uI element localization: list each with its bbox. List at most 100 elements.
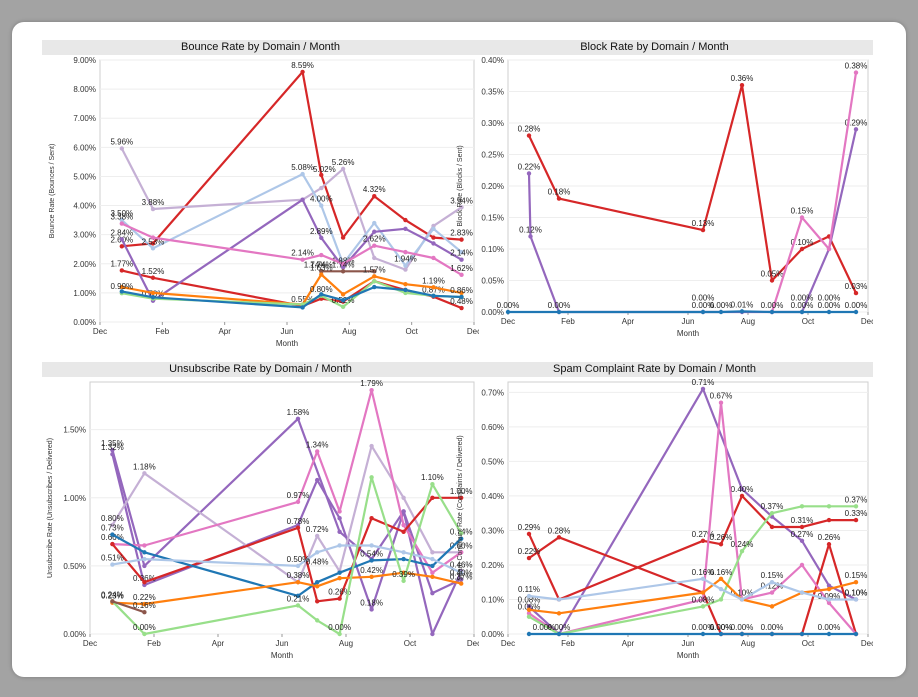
spam-complaint-rate-title: Spam Complaint Rate by Domain / Month <box>436 362 873 377</box>
y-tick-label: 0.10% <box>481 595 504 604</box>
x-tick-label: Feb <box>561 639 575 648</box>
data-point <box>142 543 147 548</box>
data-point <box>459 257 464 262</box>
data-label: 1.74% <box>332 260 355 269</box>
data-point <box>431 285 436 290</box>
bounce-rate-chart: 0.00% 1.00% 2.00% 3.00% 4.00% 5.00% 6.00% 7.00%… <box>49 56 479 348</box>
data-point <box>150 235 156 240</box>
data-label: 0.67% <box>710 392 733 401</box>
y-tick-label: 0.30% <box>481 119 504 128</box>
data-point <box>150 275 156 280</box>
block-rate-panel: Block Rate by Domain / Month 0.00% 0.05% 0… <box>436 40 873 356</box>
data-label: 0.29% <box>845 118 868 127</box>
data-point <box>340 265 346 270</box>
data-point <box>142 580 147 585</box>
data-point <box>526 607 532 613</box>
data-point <box>337 516 342 521</box>
data-point <box>340 235 346 240</box>
data-point <box>295 593 301 599</box>
data-label: 0.36% <box>133 574 156 583</box>
data-label: 0.00% <box>692 293 715 302</box>
data-label: 0.31% <box>791 516 814 525</box>
data-point <box>826 597 832 602</box>
data-point <box>718 576 724 581</box>
data-point <box>526 593 532 599</box>
data-point <box>369 443 374 449</box>
data-label: 0.00% <box>133 623 156 632</box>
data-point <box>119 244 125 249</box>
data-point <box>739 548 745 554</box>
data-point <box>119 221 125 226</box>
data-point <box>300 257 305 262</box>
data-point <box>110 541 115 547</box>
y-tick-label: 0.15% <box>481 214 504 223</box>
data-point <box>700 538 706 543</box>
data-point <box>853 290 859 296</box>
x-tick-label: Jun <box>281 327 294 336</box>
data-point <box>431 226 436 232</box>
data-point <box>372 279 377 284</box>
data-label: 0.10% <box>731 588 754 597</box>
data-label: 0.05% <box>761 270 784 279</box>
data-point <box>526 133 532 138</box>
data-label: 1.62% <box>450 264 473 273</box>
data-point <box>826 542 832 547</box>
data-point <box>110 532 115 537</box>
data-point <box>119 237 125 242</box>
y-tick-label: 0.20% <box>481 561 504 570</box>
data-label: 0.26% <box>710 533 733 542</box>
data-point <box>826 600 832 606</box>
data-point <box>142 631 147 637</box>
data-point <box>337 543 342 548</box>
data-point <box>319 252 324 258</box>
y-tick-label: 0.00% <box>63 630 86 639</box>
data-point <box>739 486 745 492</box>
x-tick-label: Jun <box>276 639 289 648</box>
data-point <box>853 517 859 523</box>
x-tick-label: Dec <box>861 317 873 326</box>
plot-area <box>99 59 475 323</box>
data-point <box>110 447 115 453</box>
data-point <box>150 290 156 296</box>
data-point <box>853 504 859 509</box>
x-tick-label: Apr <box>622 639 635 648</box>
data-point <box>372 243 377 248</box>
data-point <box>853 597 859 602</box>
x-axis-label: Month <box>677 329 699 338</box>
data-label: 0.13% <box>692 219 715 228</box>
y-tick-label: 0.40% <box>481 492 504 501</box>
data-label: 0.48% <box>306 558 329 567</box>
data-point <box>150 206 156 212</box>
data-label: 0.55% <box>291 295 314 304</box>
data-label: 0.00% <box>548 623 571 632</box>
data-label: 0.00% <box>548 301 571 310</box>
data-point <box>403 263 408 268</box>
data-label: 0.37% <box>845 495 868 504</box>
data-label: 0.73% <box>101 524 124 533</box>
x-axis-label: Month <box>677 651 699 660</box>
data-label: 0.21% <box>287 594 310 603</box>
data-point <box>430 556 435 562</box>
data-point <box>718 631 724 637</box>
data-point <box>300 197 305 202</box>
data-point <box>769 278 775 283</box>
data-label: 0.22% <box>518 547 541 556</box>
data-label: 0.18% <box>548 188 571 197</box>
y-tick-label: 6.00% <box>73 143 96 152</box>
data-point <box>150 246 156 251</box>
data-point <box>769 309 775 315</box>
data-point <box>769 631 775 637</box>
data-point <box>431 235 436 240</box>
data-point <box>315 550 320 555</box>
data-label: 0.03% <box>845 282 868 291</box>
data-point <box>826 504 832 509</box>
data-label: 1.57% <box>363 265 386 274</box>
spam-complaint-rate-panel: Spam Complaint Rate by Domain / Month 0.… <box>436 362 873 678</box>
data-point <box>700 227 706 233</box>
data-label: 0.97% <box>287 491 310 500</box>
data-label: 2.84% <box>110 228 133 237</box>
data-label: 0.16% <box>710 568 733 577</box>
y-tick-label: 0.35% <box>481 88 504 97</box>
data-point <box>315 580 320 585</box>
x-tick-label: Feb <box>561 317 575 326</box>
